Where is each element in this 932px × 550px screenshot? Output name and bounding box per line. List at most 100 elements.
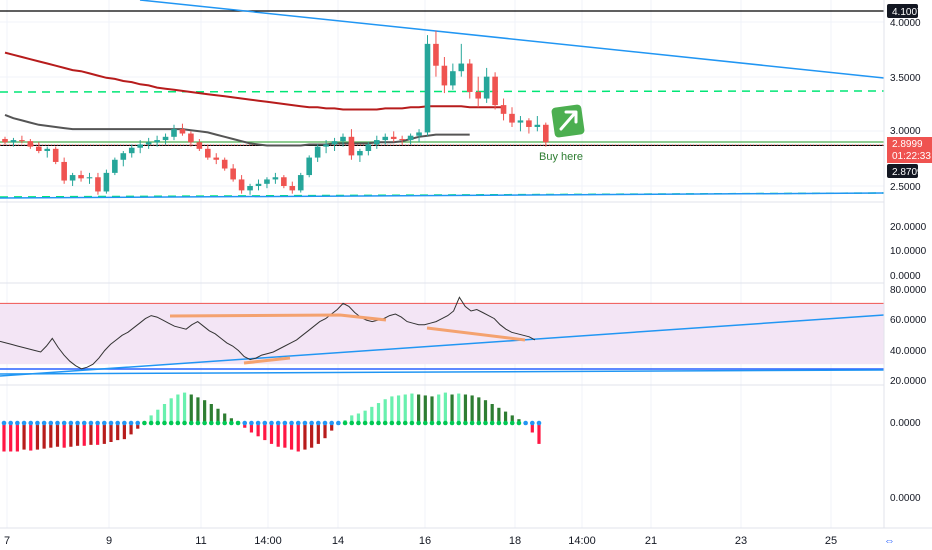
momentum-zero-dot xyxy=(135,420,141,426)
momentum-zero-dot xyxy=(516,420,522,426)
momentum-bar xyxy=(189,394,193,423)
momentum-zero-dot xyxy=(349,420,355,426)
momentum-bar xyxy=(116,423,120,441)
momentum-bar xyxy=(149,415,153,423)
price-tag-support-text: 2.8709 xyxy=(892,167,923,178)
time-axis-settings-icon[interactable]: ⇔ xyxy=(884,535,895,547)
candle-body xyxy=(365,144,372,152)
buy-signal-marker[interactable] xyxy=(551,104,585,138)
momentum-zero-dot xyxy=(41,420,47,426)
price-tick-4: 4.0000 xyxy=(890,18,921,29)
momentum-bar xyxy=(29,423,33,451)
momentum-zero-dot xyxy=(35,420,40,426)
momentum-bar xyxy=(289,423,294,450)
rsi-rising-trendline xyxy=(0,314,885,377)
time-tick-7: 7 xyxy=(4,535,10,547)
momentum-zero-dot xyxy=(148,420,154,426)
candle-body xyxy=(145,142,152,145)
momentum-zero-dot xyxy=(48,420,54,426)
momentum-bar xyxy=(483,400,488,423)
candle-body xyxy=(466,63,473,92)
momentum-zero-dot xyxy=(249,420,254,426)
momentum-zero-dot xyxy=(309,420,314,426)
momentum-zero-dot xyxy=(443,420,448,426)
momentum-zero-dot xyxy=(128,420,134,426)
momentum-zero-dot xyxy=(75,420,80,426)
dashed-green-upper xyxy=(0,90,885,93)
momentum-zero-dot xyxy=(469,420,475,426)
momentum-bar xyxy=(216,408,220,423)
momentum-zero-dot xyxy=(55,420,60,426)
momentum-bar xyxy=(430,396,434,423)
momentum-bar xyxy=(229,418,233,423)
candle-body xyxy=(52,148,59,162)
candle-body xyxy=(331,141,338,145)
candle-body xyxy=(382,136,389,141)
price-axis[interactable]: 4.0000 3.5000 3.0000 2.5000 20.0000 10.0… xyxy=(0,0,932,528)
momentum-bar xyxy=(443,392,447,423)
time-axis[interactable]: 7 9 11 14:00 14 16 18 14:00 21 23 25 ⇔ xyxy=(0,527,932,547)
momentum-bar xyxy=(89,423,93,445)
momentum-bar xyxy=(437,394,441,423)
momentum-bar xyxy=(283,423,287,448)
momentum-bar xyxy=(269,423,274,444)
candle-body xyxy=(399,138,405,141)
candle-body xyxy=(390,136,397,139)
momentum-zero-dot xyxy=(122,420,127,426)
momentum-bar xyxy=(15,423,19,452)
candle-body xyxy=(323,144,329,147)
momentum-bar xyxy=(263,423,267,441)
momentum-bar xyxy=(9,423,13,452)
candle-body xyxy=(19,140,25,142)
momentum-zero-dot xyxy=(115,420,120,426)
candle-body xyxy=(137,144,143,148)
momentum-bar xyxy=(276,423,280,447)
momentum-zero-dot xyxy=(489,420,495,426)
momentum-zero-dot xyxy=(329,420,334,426)
momentum-zero-dot xyxy=(195,420,201,426)
candle-body xyxy=(154,140,160,143)
momentum-bar xyxy=(209,404,213,423)
candle-body xyxy=(36,146,42,152)
momentum-zero-dot xyxy=(503,420,508,426)
price-tick-3-5: 3.5000 xyxy=(890,73,921,84)
momentum-bar xyxy=(96,423,100,445)
momentum-bar xyxy=(176,394,180,423)
momentum-zero-dot xyxy=(402,420,408,426)
momentum-bar xyxy=(109,423,113,442)
candle-body xyxy=(483,76,490,99)
momentum-bar xyxy=(22,423,26,450)
momentum-zero-dot xyxy=(362,420,368,426)
momentum-bar xyxy=(82,423,86,446)
momentum-bar xyxy=(470,395,474,423)
rsi-panel[interactable] xyxy=(0,296,885,377)
momentum-zero-dot xyxy=(162,420,167,426)
candle-body xyxy=(543,124,549,143)
candle-body xyxy=(407,135,414,141)
rsi-tick-80: 80.0000 xyxy=(890,285,927,296)
price-panel[interactable] xyxy=(0,0,885,199)
momentum-bar xyxy=(2,423,6,452)
candle-body xyxy=(475,91,481,99)
candle-body xyxy=(10,140,17,143)
time-tick-1400b: 14:00 xyxy=(568,535,596,547)
momentum-zero-dot xyxy=(509,420,515,426)
momentum-zero-dot xyxy=(255,420,261,426)
candle-body xyxy=(357,151,363,156)
momentum-zero-dot xyxy=(369,420,375,426)
candle-body xyxy=(348,136,355,156)
price-tag-support: 2.8709 xyxy=(887,164,923,178)
momentum-zero-dot xyxy=(396,420,401,426)
candle-body xyxy=(205,148,211,158)
price-tag-resistance-text: 4.1007 xyxy=(892,7,923,18)
candle-body xyxy=(78,175,84,179)
momentum-zero-dot xyxy=(336,420,341,426)
candle-body xyxy=(179,129,186,134)
momentum-bar xyxy=(49,423,53,448)
momentum-panel[interactable] xyxy=(1,392,542,452)
momentum-zero-dot xyxy=(436,420,441,426)
candle-body xyxy=(306,157,312,176)
momentum-zero-dot xyxy=(536,420,542,426)
momentum-bar xyxy=(162,404,167,423)
